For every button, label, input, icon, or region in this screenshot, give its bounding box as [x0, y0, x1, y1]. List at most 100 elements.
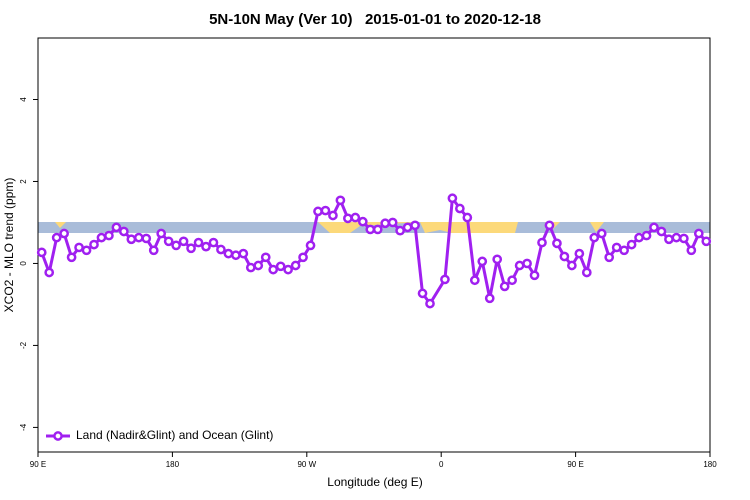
data-point	[537, 237, 547, 248]
y-tick-label: 2	[19, 179, 28, 184]
data-point	[447, 193, 458, 204]
data-point	[44, 267, 55, 278]
data-point	[298, 252, 308, 263]
x-tick-label: 90 E	[30, 460, 46, 469]
data-point	[126, 234, 137, 245]
data-point	[671, 232, 682, 243]
data-point	[343, 213, 353, 224]
data-point	[559, 251, 570, 262]
data-point	[581, 267, 592, 278]
data-point	[656, 226, 667, 237]
data-point	[641, 230, 652, 241]
data-point	[148, 245, 159, 256]
data-point	[693, 228, 704, 239]
data-point	[328, 210, 338, 221]
land-patch	[55, 222, 66, 228]
data-point	[141, 233, 152, 244]
y-tick-label: 0	[19, 261, 28, 266]
y-tick-label: -2	[19, 341, 28, 349]
x-tick-label: 180	[703, 460, 717, 469]
data-point	[104, 230, 114, 241]
data-point	[649, 222, 659, 233]
data-point	[111, 222, 122, 233]
data-point	[440, 274, 450, 285]
data-point	[66, 252, 77, 263]
data-point	[380, 218, 391, 229]
x-tick-label: 90 E	[567, 460, 583, 469]
data-point	[492, 254, 503, 265]
data-point	[335, 195, 346, 206]
land-patch	[590, 222, 604, 232]
data-point	[507, 275, 517, 286]
data-point	[372, 224, 383, 235]
data-point	[89, 239, 99, 250]
plot-frame	[37, 37, 711, 453]
data-point	[529, 270, 540, 281]
data-point	[275, 261, 286, 272]
data-point	[313, 206, 323, 217]
x-tick-label: 0	[439, 460, 444, 469]
data-point	[283, 264, 293, 275]
x-axis-label: Longitude (deg E)	[327, 475, 422, 489]
y-axis-label: XCO2 - MLO trend (ppm)	[2, 178, 16, 313]
data-point	[619, 245, 629, 256]
data-point	[634, 232, 644, 243]
data-point	[96, 232, 107, 243]
data-point	[59, 228, 69, 239]
data-point	[477, 256, 488, 267]
data-point	[567, 260, 577, 271]
data-point	[253, 260, 264, 271]
data-point	[119, 226, 129, 237]
data-point	[514, 260, 525, 271]
data-point	[664, 234, 674, 245]
data-point	[260, 252, 271, 263]
data-point	[410, 220, 420, 231]
x-tick-label: 180	[166, 460, 180, 469]
data-point	[484, 293, 495, 304]
data-point	[357, 216, 368, 227]
chart-title: 5N-10N May (Ver 10) 2015-01-01 to 2020-1…	[209, 11, 541, 28]
data-point	[462, 212, 473, 223]
y-tick-label: 4	[19, 97, 28, 102]
data-point	[81, 245, 92, 256]
data-point	[701, 236, 712, 247]
data-point	[611, 242, 622, 253]
data-point	[626, 239, 637, 250]
data-point	[350, 212, 361, 223]
data-point	[425, 298, 435, 309]
data-point	[193, 237, 204, 248]
data-point	[387, 217, 398, 228]
data-point	[74, 242, 84, 253]
data-point	[417, 288, 428, 299]
data-point	[365, 224, 376, 235]
data-point	[238, 248, 249, 259]
data-point	[156, 228, 167, 239]
data-point	[469, 275, 480, 286]
data-point	[51, 232, 62, 243]
data-point	[305, 240, 316, 251]
data-point	[544, 220, 555, 231]
data-point	[320, 205, 331, 216]
legend-label: Land (Nadir&Glint) and Ocean (Glint)	[76, 428, 273, 442]
y-tick-label: -4	[19, 423, 28, 431]
data-point	[395, 225, 405, 236]
data-point	[133, 232, 144, 243]
data-point	[208, 237, 219, 248]
data-point	[245, 262, 256, 273]
data-point	[552, 238, 562, 249]
data-point	[290, 260, 301, 271]
data-point	[223, 248, 234, 259]
data-point	[178, 236, 189, 247]
data-point	[679, 233, 689, 244]
data-point	[455, 203, 465, 214]
data-point	[268, 264, 279, 275]
data-point	[499, 281, 510, 292]
data-point	[522, 258, 532, 269]
x-tick-label: 90 W	[297, 460, 316, 469]
legend-marker	[53, 431, 63, 441]
data-point	[201, 241, 211, 252]
data-point	[589, 232, 600, 243]
data-point	[686, 245, 697, 256]
